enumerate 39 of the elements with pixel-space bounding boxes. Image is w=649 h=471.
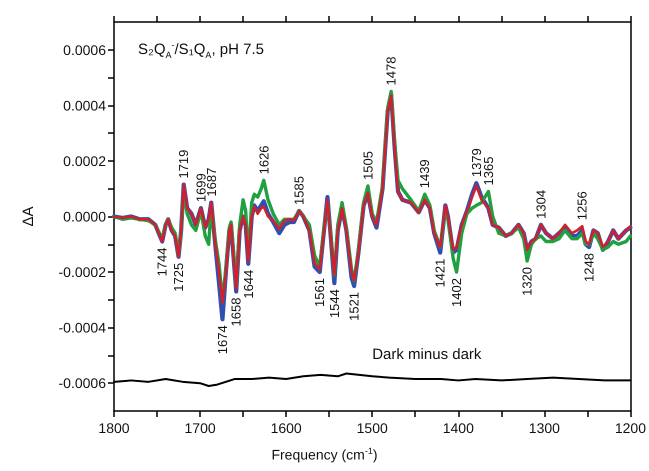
x-tick-label: 1300	[528, 420, 560, 436]
annotation: 1725	[171, 262, 186, 292]
x-tick-label: 1400	[442, 420, 474, 436]
annotation: 1439	[417, 159, 432, 188]
annotation: 1674	[214, 325, 230, 354]
annotation: 1585	[292, 176, 307, 205]
annotation: 1521	[346, 292, 362, 321]
annotation: 1699	[193, 173, 208, 202]
annotation: 1304	[533, 190, 548, 219]
annotation: 1478	[384, 56, 399, 86]
annotation: 1561	[312, 278, 328, 307]
x-tick-label: 1800	[98, 420, 130, 436]
x-tick-label: 1700	[184, 420, 216, 436]
annotation: 1644	[240, 270, 256, 299]
x-tick-label: 1200	[614, 420, 646, 436]
y-tick-label: -0.0006	[58, 375, 106, 392]
y-tick-label: 0.0006	[63, 42, 106, 58]
x-axis-title: Frequency (cm$^{-1}$)	[270, 446, 379, 463]
annotation: 1658	[228, 298, 244, 326]
annotation: 1626	[256, 145, 272, 174]
annotation: 1719	[176, 150, 192, 179]
annotation: 1544	[326, 289, 342, 318]
y-tick-label: 0.0004	[63, 97, 106, 114]
series-label: Dark minus dark	[372, 346, 482, 363]
annotation: 1320	[520, 266, 535, 296]
y-tick-label: 0.0002	[63, 152, 106, 169]
annotation: 1402	[449, 278, 464, 307]
y-tick-label: -0.0004	[58, 320, 106, 336]
annotation: 1421	[432, 258, 448, 288]
x-tick-label: 1500	[356, 420, 388, 436]
y-axis-title: ΔA	[20, 206, 37, 227]
y-tick-label: 0.0000	[63, 208, 106, 224]
annotation: 1744	[154, 248, 170, 276]
annotation: 1248	[582, 253, 597, 282]
text: S₂Q$_{A}$$^{-}$/S₁Q$_{A}$, pH 7.5	[138, 40, 264, 60]
y-tick-label: -0.0002	[58, 264, 106, 280]
annotation: 1256	[574, 191, 590, 220]
x-tick-label: 1600	[270, 420, 302, 436]
annotation: 1505	[360, 151, 376, 180]
